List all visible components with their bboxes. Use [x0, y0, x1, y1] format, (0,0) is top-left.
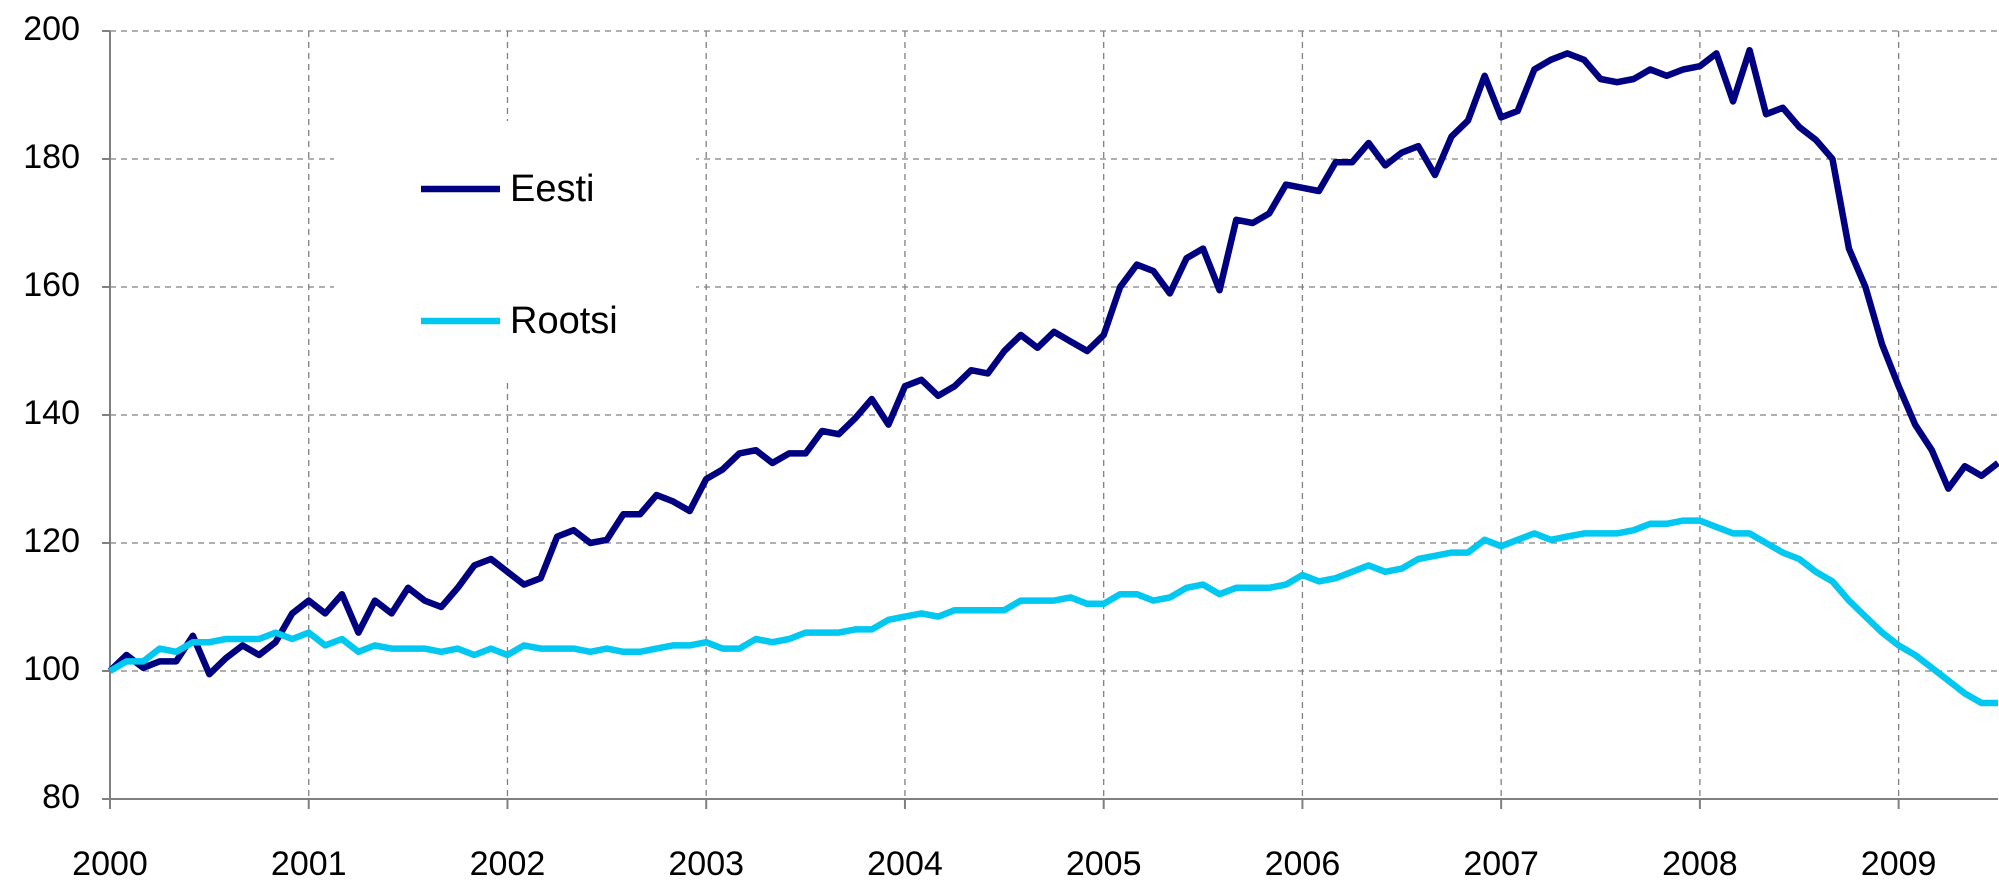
- x-tick-label: 2008: [1662, 845, 1738, 883]
- x-tick-label: 2006: [1265, 845, 1341, 883]
- y-tick-label: 180: [23, 138, 80, 176]
- legend-box: [334, 121, 696, 382]
- x-tick-label: 2001: [271, 845, 347, 883]
- x-tick-label: 2002: [470, 845, 546, 883]
- y-tick-label: 140: [23, 394, 80, 432]
- y-tick-label: 160: [23, 266, 80, 304]
- legend-label: Rootsi: [510, 300, 618, 342]
- x-tick-label: 2003: [668, 845, 744, 883]
- series-line: [108, 517, 1998, 707]
- x-tick-label: 2009: [1861, 845, 1937, 883]
- y-tick-label: 200: [23, 10, 80, 48]
- x-tick-label: 2005: [1066, 845, 1142, 883]
- y-tick-label: 80: [42, 778, 80, 816]
- legend-label: Eesti: [510, 168, 594, 210]
- legend: Eesti Rootsi: [334, 121, 696, 382]
- x-tick-label: 2004: [867, 845, 943, 883]
- y-tick-label: 100: [23, 650, 80, 688]
- x-tick-label: 2007: [1463, 845, 1539, 883]
- series-line: [107, 46, 1999, 678]
- y-tick-label: 120: [23, 522, 80, 560]
- x-tick-label: 2000: [72, 845, 148, 883]
